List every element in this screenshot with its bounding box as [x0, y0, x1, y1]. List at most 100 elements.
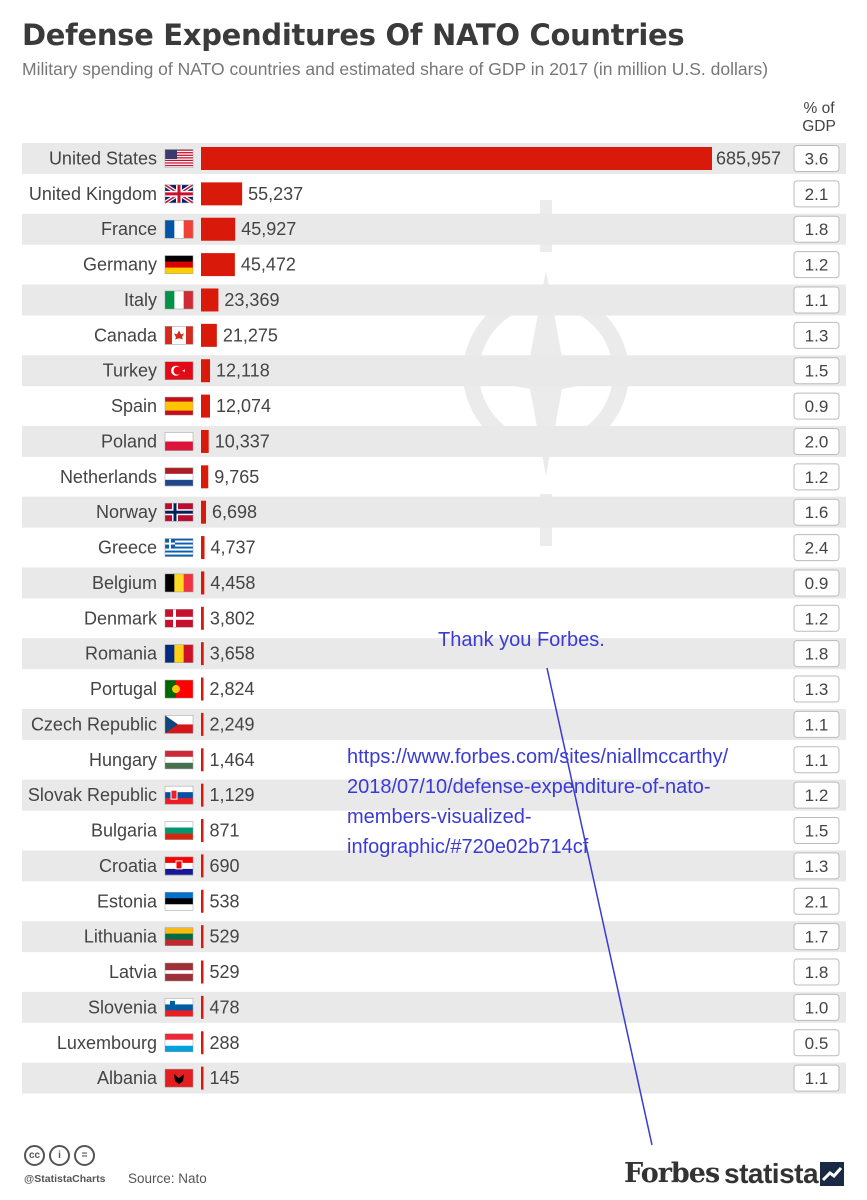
value-label: 538	[210, 891, 240, 911]
gdp-box	[793, 958, 840, 986]
country-label: Albania	[97, 1068, 158, 1088]
source-note: Source: Nato	[128, 1171, 207, 1186]
country-label: Bulgaria	[91, 821, 158, 841]
flag-gr-icon	[164, 538, 194, 557]
row-band	[22, 991, 846, 1023]
gdp-value: 2.0	[805, 432, 829, 451]
gdp-box	[793, 923, 840, 951]
gdp-value: 1.1	[805, 715, 829, 734]
gdp-value: 2.1	[805, 892, 829, 911]
bar	[201, 677, 204, 701]
gdp-box	[793, 852, 840, 880]
country-label: Spain	[111, 396, 157, 416]
country-label: Germany	[83, 255, 157, 275]
country-label: Canada	[94, 325, 158, 345]
value-label: 45,927	[241, 219, 296, 239]
country-label: Estonia	[97, 891, 158, 911]
bar	[201, 323, 217, 347]
annotation-url-line: https://www.forbes.com/sites/niallmccart…	[347, 746, 729, 768]
bar	[201, 748, 204, 772]
gdp-header-line-1: % of	[803, 100, 835, 117]
value-label: 3,658	[210, 644, 255, 664]
row-band	[22, 708, 846, 740]
gdp-box	[793, 215, 840, 243]
value-label: 145	[210, 1068, 240, 1088]
country-label: Netherlands	[60, 467, 157, 487]
statista-logo-mark-icon	[820, 1162, 844, 1186]
no-derivatives-icon: =	[74, 1145, 95, 1166]
gdp-value: 0.9	[805, 574, 829, 593]
statista-handle: @StatistaCharts	[24, 1173, 106, 1185]
flag-es-icon	[164, 396, 194, 416]
gdp-column-header: % of GDP	[792, 100, 846, 136]
bar	[201, 1066, 204, 1090]
value-label: 6,698	[212, 502, 257, 522]
gdp-value: 1.2	[805, 256, 829, 275]
gdp-box	[793, 286, 840, 314]
row-band	[22, 850, 846, 882]
gdp-box	[793, 1029, 840, 1057]
gdp-value: 1.8	[805, 220, 829, 239]
value-label: 55,237	[248, 184, 303, 204]
country-label: United Kingdom	[29, 184, 157, 204]
flag-dk-icon	[164, 609, 194, 628]
value-label: 478	[210, 997, 240, 1017]
bar	[201, 147, 712, 170]
attribution-icon: i	[49, 1145, 70, 1166]
bar	[201, 288, 219, 312]
gdp-value: 1.0	[805, 998, 829, 1017]
annotation-url-line: infographic/#720e02b714cf	[347, 836, 589, 858]
gdp-header-line-2: GDP	[802, 118, 836, 135]
gdp-box	[793, 781, 840, 809]
bar	[201, 1031, 204, 1055]
value-label: 4,737	[211, 538, 256, 558]
gdp-box	[793, 357, 840, 385]
flag-hu-icon	[164, 750, 194, 770]
bar	[201, 571, 205, 595]
country-label: Poland	[101, 431, 157, 451]
gdp-value: 3.6	[805, 150, 829, 169]
flag-pl-icon	[164, 432, 194, 451]
gdp-box	[793, 675, 840, 703]
forbes-logo: Forbes	[624, 1158, 720, 1189]
flag-tr-icon	[164, 361, 194, 380]
row-band	[22, 355, 846, 387]
flag-fr-icon	[164, 219, 194, 239]
value-label: 23,369	[224, 290, 279, 310]
flag-no-icon	[164, 502, 194, 522]
flag-nl-icon	[164, 467, 194, 487]
flag-de-icon	[164, 255, 194, 274]
row-band	[22, 1062, 846, 1094]
flag-hr-icon	[164, 856, 194, 876]
flag-lu-icon	[164, 1033, 194, 1053]
value-label: 685,957	[716, 149, 781, 169]
flag-ee-icon	[164, 892, 194, 911]
row-band	[22, 496, 846, 528]
gdp-box	[793, 993, 840, 1021]
flag-cz-icon	[164, 715, 194, 734]
gdp-value: 1.8	[805, 963, 829, 982]
gdp-value: 1.3	[805, 680, 829, 699]
row-band	[22, 779, 846, 811]
bar	[201, 783, 204, 807]
bar	[201, 606, 204, 630]
creative-commons-icons: cc i =	[24, 1145, 95, 1166]
annotation-thanks: Thank you Forbes.	[438, 629, 605, 651]
gdp-value: 1.2	[805, 468, 829, 487]
flag-al-icon	[164, 1068, 194, 1088]
chart-subtitle: Military spending of NATO countries and …	[22, 59, 769, 79]
country-label: Hungary	[89, 750, 157, 770]
value-label: 1,464	[210, 750, 255, 770]
gdp-value: 0.9	[805, 397, 829, 416]
gdp-value: 1.2	[805, 609, 829, 628]
country-label: Lithuania	[84, 927, 158, 947]
gdp-value: 1.8	[805, 645, 829, 664]
bar	[201, 854, 204, 878]
country-label: Slovenia	[88, 997, 158, 1017]
value-label: 529	[210, 962, 240, 982]
annotation-url-line: members-visualized-	[347, 806, 532, 828]
gdp-value: 1.7	[805, 928, 829, 947]
flag-lv-icon	[164, 962, 194, 982]
gdp-value: 1.3	[805, 857, 829, 876]
